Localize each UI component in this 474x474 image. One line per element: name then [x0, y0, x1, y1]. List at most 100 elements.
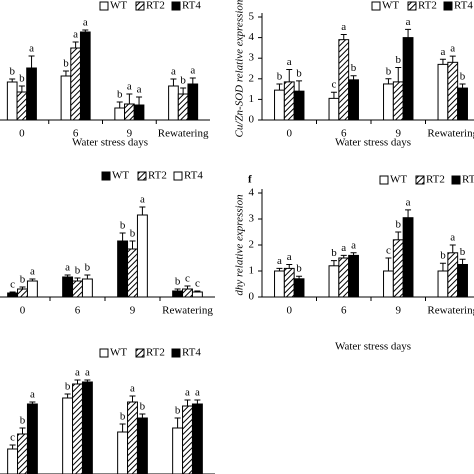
error-bar: [194, 399, 201, 404]
significance-letter: b: [175, 405, 181, 417]
bar: [117, 240, 129, 298]
significance-letter: b: [460, 246, 466, 258]
bar: [274, 89, 285, 121]
x-tick-label: 0: [19, 128, 25, 140]
error-bar: [18, 85, 25, 92]
error-bar: [139, 206, 146, 215]
significance-letter: a: [185, 387, 190, 399]
error-bar: [449, 55, 456, 63]
significance-letter: a: [127, 81, 132, 93]
bar: [114, 107, 126, 121]
x-tick-label: 6: [73, 128, 79, 140]
legend-swatch: [135, 1, 145, 11]
legend-swatch: [451, 175, 461, 185]
error-bar: [296, 275, 303, 279]
x-tick-label: Rewatering: [158, 128, 209, 140]
legend-label: RT2: [146, 347, 165, 359]
error-bar: [64, 274, 71, 277]
significance-letter: b: [396, 219, 402, 231]
error-bar: [19, 286, 26, 289]
significance-letter: a: [85, 367, 90, 379]
significance-letter: c: [195, 278, 200, 290]
error-bar: [139, 413, 146, 418]
x-tick-label: 9: [396, 128, 402, 140]
bar: [7, 448, 19, 474]
bar: [402, 217, 414, 298]
legend-swatch: [171, 1, 181, 11]
error-bar: [184, 285, 191, 289]
error-bar: [340, 34, 347, 40]
error-bar: [340, 254, 347, 258]
x-axis-label: Water stress days: [72, 137, 148, 149]
x-tick-label: 9: [127, 128, 133, 140]
significance-letter: a: [130, 383, 135, 395]
legend-swatch: [407, 1, 417, 11]
bar: [437, 270, 449, 298]
x-tick-label: 6: [75, 305, 81, 317]
bar: [117, 431, 129, 474]
error-bar: [350, 252, 357, 256]
error-bar: [119, 423, 126, 432]
bar: [127, 401, 138, 474]
significance-letter: b: [120, 220, 126, 232]
error-bar: [116, 101, 123, 108]
legend-label: WT: [112, 170, 129, 182]
bar: [26, 280, 38, 298]
error-bar: [129, 240, 136, 249]
x-tick-label: Rewatering: [162, 305, 213, 317]
significance-letter: c: [185, 273, 190, 285]
y-axis-label: dhy relative expression: [234, 194, 246, 296]
legend-swatch: [443, 1, 453, 11]
bar: [447, 252, 459, 298]
legend-label: WT: [390, 174, 407, 186]
x-axis-label: Water stress days: [335, 341, 411, 353]
bar: [81, 278, 93, 298]
error-bar: [19, 427, 26, 434]
bar: [447, 61, 459, 121]
significance-letter: a: [73, 29, 78, 41]
legend-swatch: [371, 1, 381, 11]
legend-swatch: [99, 348, 109, 358]
error-bar: [286, 69, 293, 82]
legend-label: RT2: [418, 0, 437, 12]
legend-swatch: [171, 348, 181, 358]
significance-letter: a: [30, 266, 35, 278]
error-bar: [74, 277, 81, 281]
significance-letter: b: [20, 274, 26, 286]
significance-letter: a: [287, 56, 292, 68]
y-tick-label: 1: [249, 93, 255, 105]
y-tick-label: 5: [249, 11, 255, 23]
bar: [437, 63, 449, 121]
error-bar: [72, 41, 79, 48]
bar: [26, 403, 38, 474]
significance-letter: a: [171, 66, 176, 78]
bar: [283, 267, 295, 298]
significance-letter: b: [130, 228, 136, 240]
bar: [81, 381, 93, 474]
significance-letter: a: [75, 367, 80, 379]
bar: [402, 37, 414, 121]
error-bar: [129, 395, 136, 402]
y-tick-label: 3: [249, 213, 255, 225]
bar: [383, 270, 394, 298]
bar: [274, 270, 285, 298]
error-bar: [184, 399, 191, 406]
significance-letter: a: [341, 242, 346, 254]
error-bar: [459, 258, 466, 265]
error-bar: [439, 58, 446, 65]
bar: [17, 433, 28, 474]
x-tick-label: 0: [287, 305, 293, 317]
significance-letter: b: [180, 75, 186, 87]
bar: [79, 31, 91, 121]
significance-letter: a: [351, 239, 356, 251]
bar: [191, 291, 203, 298]
error-bar: [82, 29, 89, 32]
legend-label: RT2: [148, 170, 167, 182]
legend-label: WT: [382, 0, 399, 12]
legend-label: RT4: [462, 174, 474, 186]
significance-letter: c: [10, 279, 15, 291]
significance-letter: b: [296, 67, 302, 79]
error-bar: [74, 379, 81, 384]
error-bar: [174, 288, 181, 291]
error-bar: [439, 262, 446, 271]
